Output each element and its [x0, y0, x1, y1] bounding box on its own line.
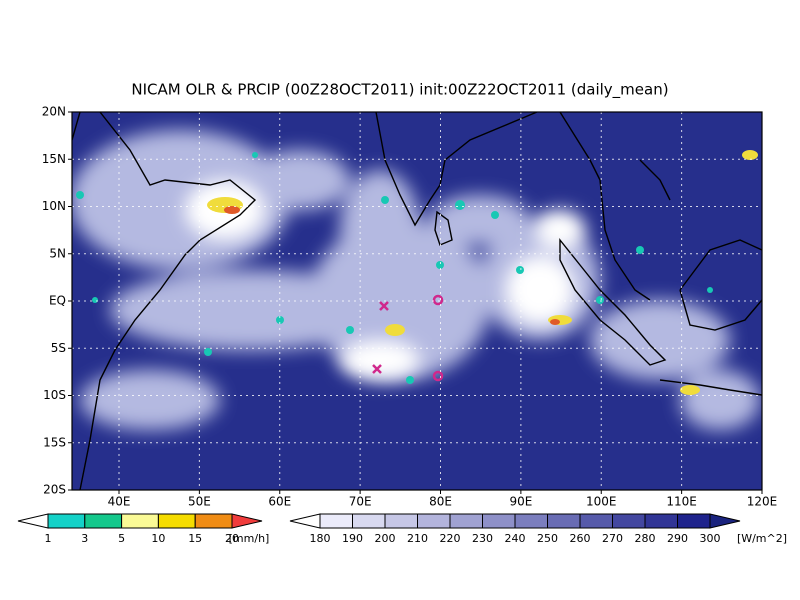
colorbar-box — [47, 513, 86, 529]
lat-label: 15N — [42, 152, 66, 166]
lat-label: 5S — [51, 341, 66, 355]
colorbar-label: 5 — [118, 532, 125, 545]
lon-label: 90E — [509, 495, 532, 509]
map-field — [72, 112, 762, 490]
colorbar-label: 15 — [188, 532, 202, 545]
colorbar-box — [547, 513, 581, 529]
lat-label: 10N — [42, 199, 66, 213]
colorbar-unit: [mm/h] — [229, 532, 270, 545]
colorbar-label: 1 — [45, 532, 52, 545]
markers — [372, 294, 444, 382]
colorbar-label: 260 — [570, 532, 591, 545]
lat-label: 10S — [43, 388, 66, 402]
colorbar-box — [644, 513, 678, 529]
colorbar-label: 190 — [342, 532, 363, 545]
colorbar-box — [194, 513, 233, 529]
colorbar-box — [319, 513, 353, 529]
colorbar-label: 300 — [700, 532, 721, 545]
colorbar-label: 10 — [151, 532, 165, 545]
colorbar-label: 3 — [81, 532, 88, 545]
colorbar-end — [17, 513, 49, 529]
colorbar-label: 180 — [310, 532, 331, 545]
lat-label: 20S — [43, 483, 66, 497]
lat-label: EQ — [49, 294, 66, 308]
lon-label: 120E — [747, 495, 778, 509]
colorbar-box — [579, 513, 613, 529]
colorbar-label: 200 — [375, 532, 396, 545]
lon-label: 110E — [666, 495, 697, 509]
colorbar-end — [231, 513, 263, 529]
colorbar-label: 250 — [537, 532, 558, 545]
colorbar-box — [677, 513, 711, 529]
colorbar-box — [514, 513, 548, 529]
colorbar-box — [121, 513, 159, 529]
colorbar-box — [157, 513, 196, 529]
lon-label: 60E — [268, 495, 291, 509]
colorbar-label: 20 — [225, 532, 239, 545]
colorbar-box — [449, 513, 483, 529]
colorbar-box — [612, 513, 646, 529]
lon-label: 40E — [108, 495, 131, 509]
colorbar-label: 290 — [667, 532, 688, 545]
colorbar-end — [289, 513, 321, 529]
lat-label: 5N — [49, 246, 66, 260]
colorbar-box — [84, 513, 123, 529]
colorbar-box — [417, 513, 451, 529]
lat-label: 20N — [42, 105, 66, 119]
colorbar-end — [709, 513, 741, 529]
lon-label: 100E — [586, 495, 617, 509]
lon-label: 70E — [349, 495, 372, 509]
colorbar-label: 240 — [505, 532, 526, 545]
colorbar-label: 230 — [472, 532, 493, 545]
lat-label: 15S — [43, 435, 66, 449]
colorbar-box — [384, 513, 418, 529]
lon-label: 80E — [429, 495, 452, 509]
colorbar-unit: [W/m^2] — [737, 532, 787, 545]
colorbar-label: 220 — [440, 532, 461, 545]
colorbar-box — [352, 513, 386, 529]
lon-label: 50E — [188, 495, 211, 509]
colorbar-label: 210 — [407, 532, 428, 545]
colorbar-box — [482, 513, 516, 529]
colorbar-label: 280 — [635, 532, 656, 545]
map-title: NICAM OLR & PRCIP (00Z28OCT2011) init:00… — [131, 81, 668, 100]
colorbar-label: 270 — [602, 532, 623, 545]
